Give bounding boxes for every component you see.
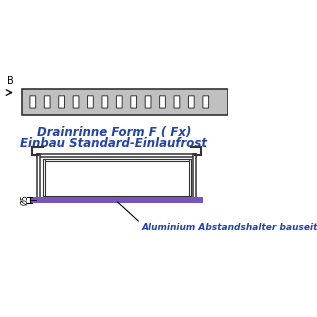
FancyBboxPatch shape	[30, 96, 36, 108]
Text: Aluminium Abstandshalter bauseits: Aluminium Abstandshalter bauseits	[142, 223, 317, 232]
Bar	[30, 197, 203, 203]
FancyBboxPatch shape	[188, 96, 194, 108]
Bar	[22, 89, 229, 115]
Bar	[37, 154, 196, 157]
Text: B: B	[7, 76, 14, 86]
Bar	[37, 154, 40, 201]
Text: Ø5: Ø5	[21, 195, 30, 205]
FancyBboxPatch shape	[59, 96, 64, 108]
FancyBboxPatch shape	[131, 96, 137, 108]
Bar	[42, 196, 191, 198]
FancyBboxPatch shape	[116, 96, 122, 108]
Bar	[42, 159, 45, 198]
FancyBboxPatch shape	[174, 96, 180, 108]
FancyBboxPatch shape	[203, 96, 209, 108]
Text: Einbau Standard-Einlaufrost: Einbau Standard-Einlaufrost	[20, 137, 207, 150]
Bar	[37, 198, 196, 201]
FancyBboxPatch shape	[87, 96, 93, 108]
FancyBboxPatch shape	[160, 96, 165, 108]
FancyBboxPatch shape	[102, 96, 108, 108]
FancyBboxPatch shape	[73, 96, 79, 108]
Bar	[189, 159, 191, 198]
FancyBboxPatch shape	[145, 96, 151, 108]
Bar	[193, 154, 196, 201]
Text: Drainrinne Form F ( Fx): Drainrinne Form F ( Fx)	[37, 126, 191, 139]
Bar	[42, 159, 191, 161]
FancyBboxPatch shape	[44, 96, 50, 108]
